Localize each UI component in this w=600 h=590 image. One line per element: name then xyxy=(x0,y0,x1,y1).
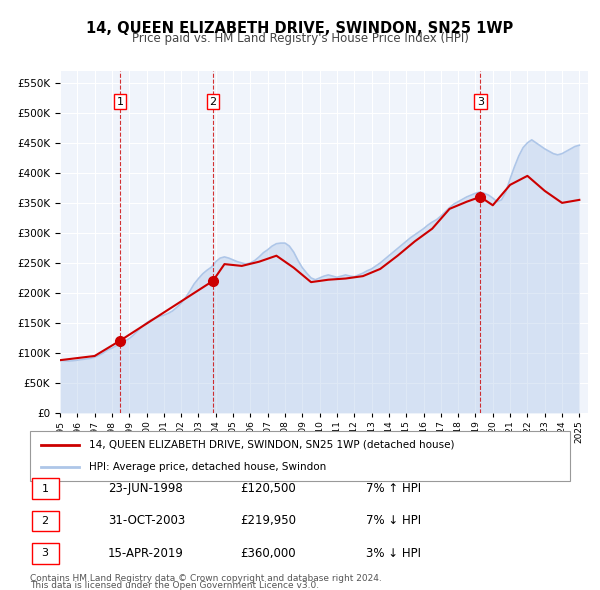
Text: 15-APR-2019: 15-APR-2019 xyxy=(108,547,184,560)
Text: 7% ↓ HPI: 7% ↓ HPI xyxy=(366,514,421,527)
Text: 3: 3 xyxy=(41,549,49,558)
Text: 14, QUEEN ELIZABETH DRIVE, SWINDON, SN25 1WP: 14, QUEEN ELIZABETH DRIVE, SWINDON, SN25… xyxy=(86,21,514,35)
Text: Contains HM Land Registry data © Crown copyright and database right 2024.: Contains HM Land Registry data © Crown c… xyxy=(30,574,382,583)
Text: 14, QUEEN ELIZABETH DRIVE, SWINDON, SN25 1WP (detached house): 14, QUEEN ELIZABETH DRIVE, SWINDON, SN25… xyxy=(89,440,455,450)
Text: 7% ↑ HPI: 7% ↑ HPI xyxy=(366,482,421,495)
Text: 1: 1 xyxy=(116,97,124,107)
Text: This data is licensed under the Open Government Licence v3.0.: This data is licensed under the Open Gov… xyxy=(30,581,319,590)
Text: Price paid vs. HM Land Registry's House Price Index (HPI): Price paid vs. HM Land Registry's House … xyxy=(131,32,469,45)
Text: 2: 2 xyxy=(41,516,49,526)
Text: 3% ↓ HPI: 3% ↓ HPI xyxy=(366,547,421,560)
Text: HPI: Average price, detached house, Swindon: HPI: Average price, detached house, Swin… xyxy=(89,463,326,473)
Text: £219,950: £219,950 xyxy=(240,514,296,527)
Text: 23-JUN-1998: 23-JUN-1998 xyxy=(108,482,183,495)
Text: 3: 3 xyxy=(477,97,484,107)
Text: 31-OCT-2003: 31-OCT-2003 xyxy=(108,514,185,527)
Text: 1: 1 xyxy=(41,484,49,493)
Text: 2: 2 xyxy=(209,97,217,107)
Text: £120,500: £120,500 xyxy=(240,482,296,495)
Text: £360,000: £360,000 xyxy=(240,547,296,560)
